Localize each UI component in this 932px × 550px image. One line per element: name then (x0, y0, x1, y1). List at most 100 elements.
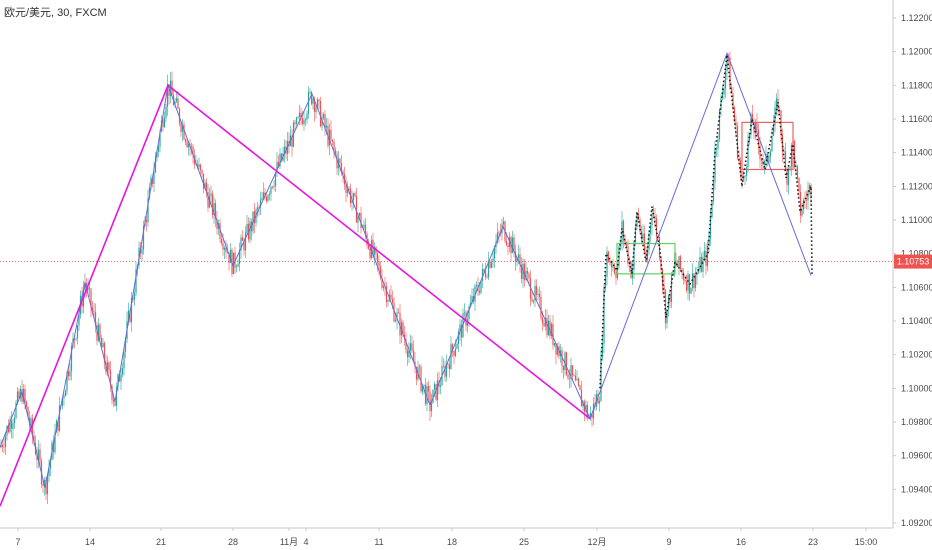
zigzag-minor-line[interactable] (0, 51, 812, 488)
candle-body (766, 153, 769, 163)
candle-body (597, 394, 599, 404)
candle-body (555, 342, 557, 355)
candle-body (115, 387, 118, 406)
candle-body (544, 317, 547, 327)
candle-body (699, 256, 701, 270)
candle-body (33, 435, 35, 443)
candle-body (427, 385, 430, 392)
candle-body (454, 348, 457, 356)
candle-body (430, 403, 433, 412)
candle-body (355, 196, 358, 223)
candle-body (609, 262, 611, 263)
candle-body (531, 298, 533, 302)
candle-body (213, 203, 215, 216)
candle-body (651, 215, 653, 226)
candle-body (54, 432, 56, 453)
candle-body (325, 125, 328, 128)
candle-body (64, 390, 67, 397)
candle-body (697, 269, 700, 273)
candle-body (541, 317, 544, 324)
candle-body (48, 468, 50, 477)
candle-body (514, 251, 517, 262)
candle-body (528, 273, 530, 279)
time-tick-label: 9 (666, 537, 671, 547)
candle-body (607, 251, 610, 263)
candle-body (561, 350, 563, 367)
candle-body (672, 271, 674, 274)
candle-body (505, 241, 508, 246)
candle-body (312, 98, 314, 104)
candle-body (358, 213, 361, 216)
candle-body (321, 118, 323, 127)
price-axis-ticks: 1.12200 1.12000 1.11800 1.11600 1.11400 1.112… (893, 13, 932, 528)
candle-body (741, 170, 743, 180)
candle-body (532, 300, 535, 302)
candle-body (453, 350, 455, 356)
candle-body (256, 207, 259, 210)
candle-body (577, 378, 580, 386)
price-tick-label: 1.10800 (901, 249, 932, 259)
candle-body (229, 249, 232, 263)
candle-body (507, 245, 509, 247)
candle-body (46, 476, 49, 495)
candle-body (222, 243, 224, 250)
candle-body (669, 294, 671, 302)
candle-body (37, 449, 40, 460)
candle-body (301, 118, 304, 124)
zigzag-major-line[interactable] (0, 84, 591, 507)
candle-body (342, 171, 344, 174)
candle-body (300, 112, 302, 119)
candle-body (418, 366, 421, 368)
candle-body (591, 413, 593, 419)
candle-body (49, 460, 52, 469)
candle-body (645, 251, 647, 260)
candle-body (396, 312, 398, 320)
candle-body (604, 276, 607, 289)
candle-body (177, 98, 179, 109)
price-tick-label: 1.11200 (901, 181, 932, 191)
candle-body (201, 170, 203, 174)
candle-body (351, 200, 353, 204)
candle-body (43, 479, 46, 487)
candle-body (91, 307, 94, 311)
candle-body (334, 149, 337, 155)
candle-body (111, 385, 113, 400)
time-tick-label: 25 (519, 537, 529, 547)
candle-body (244, 232, 247, 251)
candle-body (162, 120, 164, 127)
candle-body (553, 342, 556, 346)
candle-body (219, 223, 221, 240)
candle-body (562, 366, 565, 371)
candle-body (295, 117, 298, 124)
time-axis-ticks: 7 14 21 28 11月 4 11 18 25 12月 9 16 23 15:00 (15, 528, 877, 547)
green-box[interactable] (616, 242, 676, 275)
candle-body (789, 166, 791, 169)
candle-body (249, 221, 251, 240)
candle-body (382, 285, 385, 288)
candle-body (490, 262, 493, 268)
candle-body (357, 215, 359, 223)
candle-body (298, 112, 301, 118)
candle-body (496, 232, 499, 242)
candle-body (772, 124, 775, 136)
candle-body (735, 121, 737, 127)
candle-body (655, 218, 658, 237)
candle-body (679, 256, 682, 270)
candle-body (637, 213, 640, 220)
candle-body (675, 260, 677, 264)
zigzag-dotted-line[interactable] (599, 54, 813, 389)
candle-body (805, 200, 808, 201)
candle-body (310, 91, 313, 104)
candle-body (61, 398, 64, 406)
candle-body (684, 279, 686, 282)
candle-body (451, 344, 454, 351)
candle-body (336, 154, 338, 169)
price-tick-label: 1.11600 (901, 114, 932, 124)
candle-body (108, 362, 110, 371)
candle-body (700, 256, 703, 272)
candle-body (579, 385, 581, 390)
price-tick-label: 1.09400 (901, 484, 932, 494)
candle-body (399, 313, 401, 336)
